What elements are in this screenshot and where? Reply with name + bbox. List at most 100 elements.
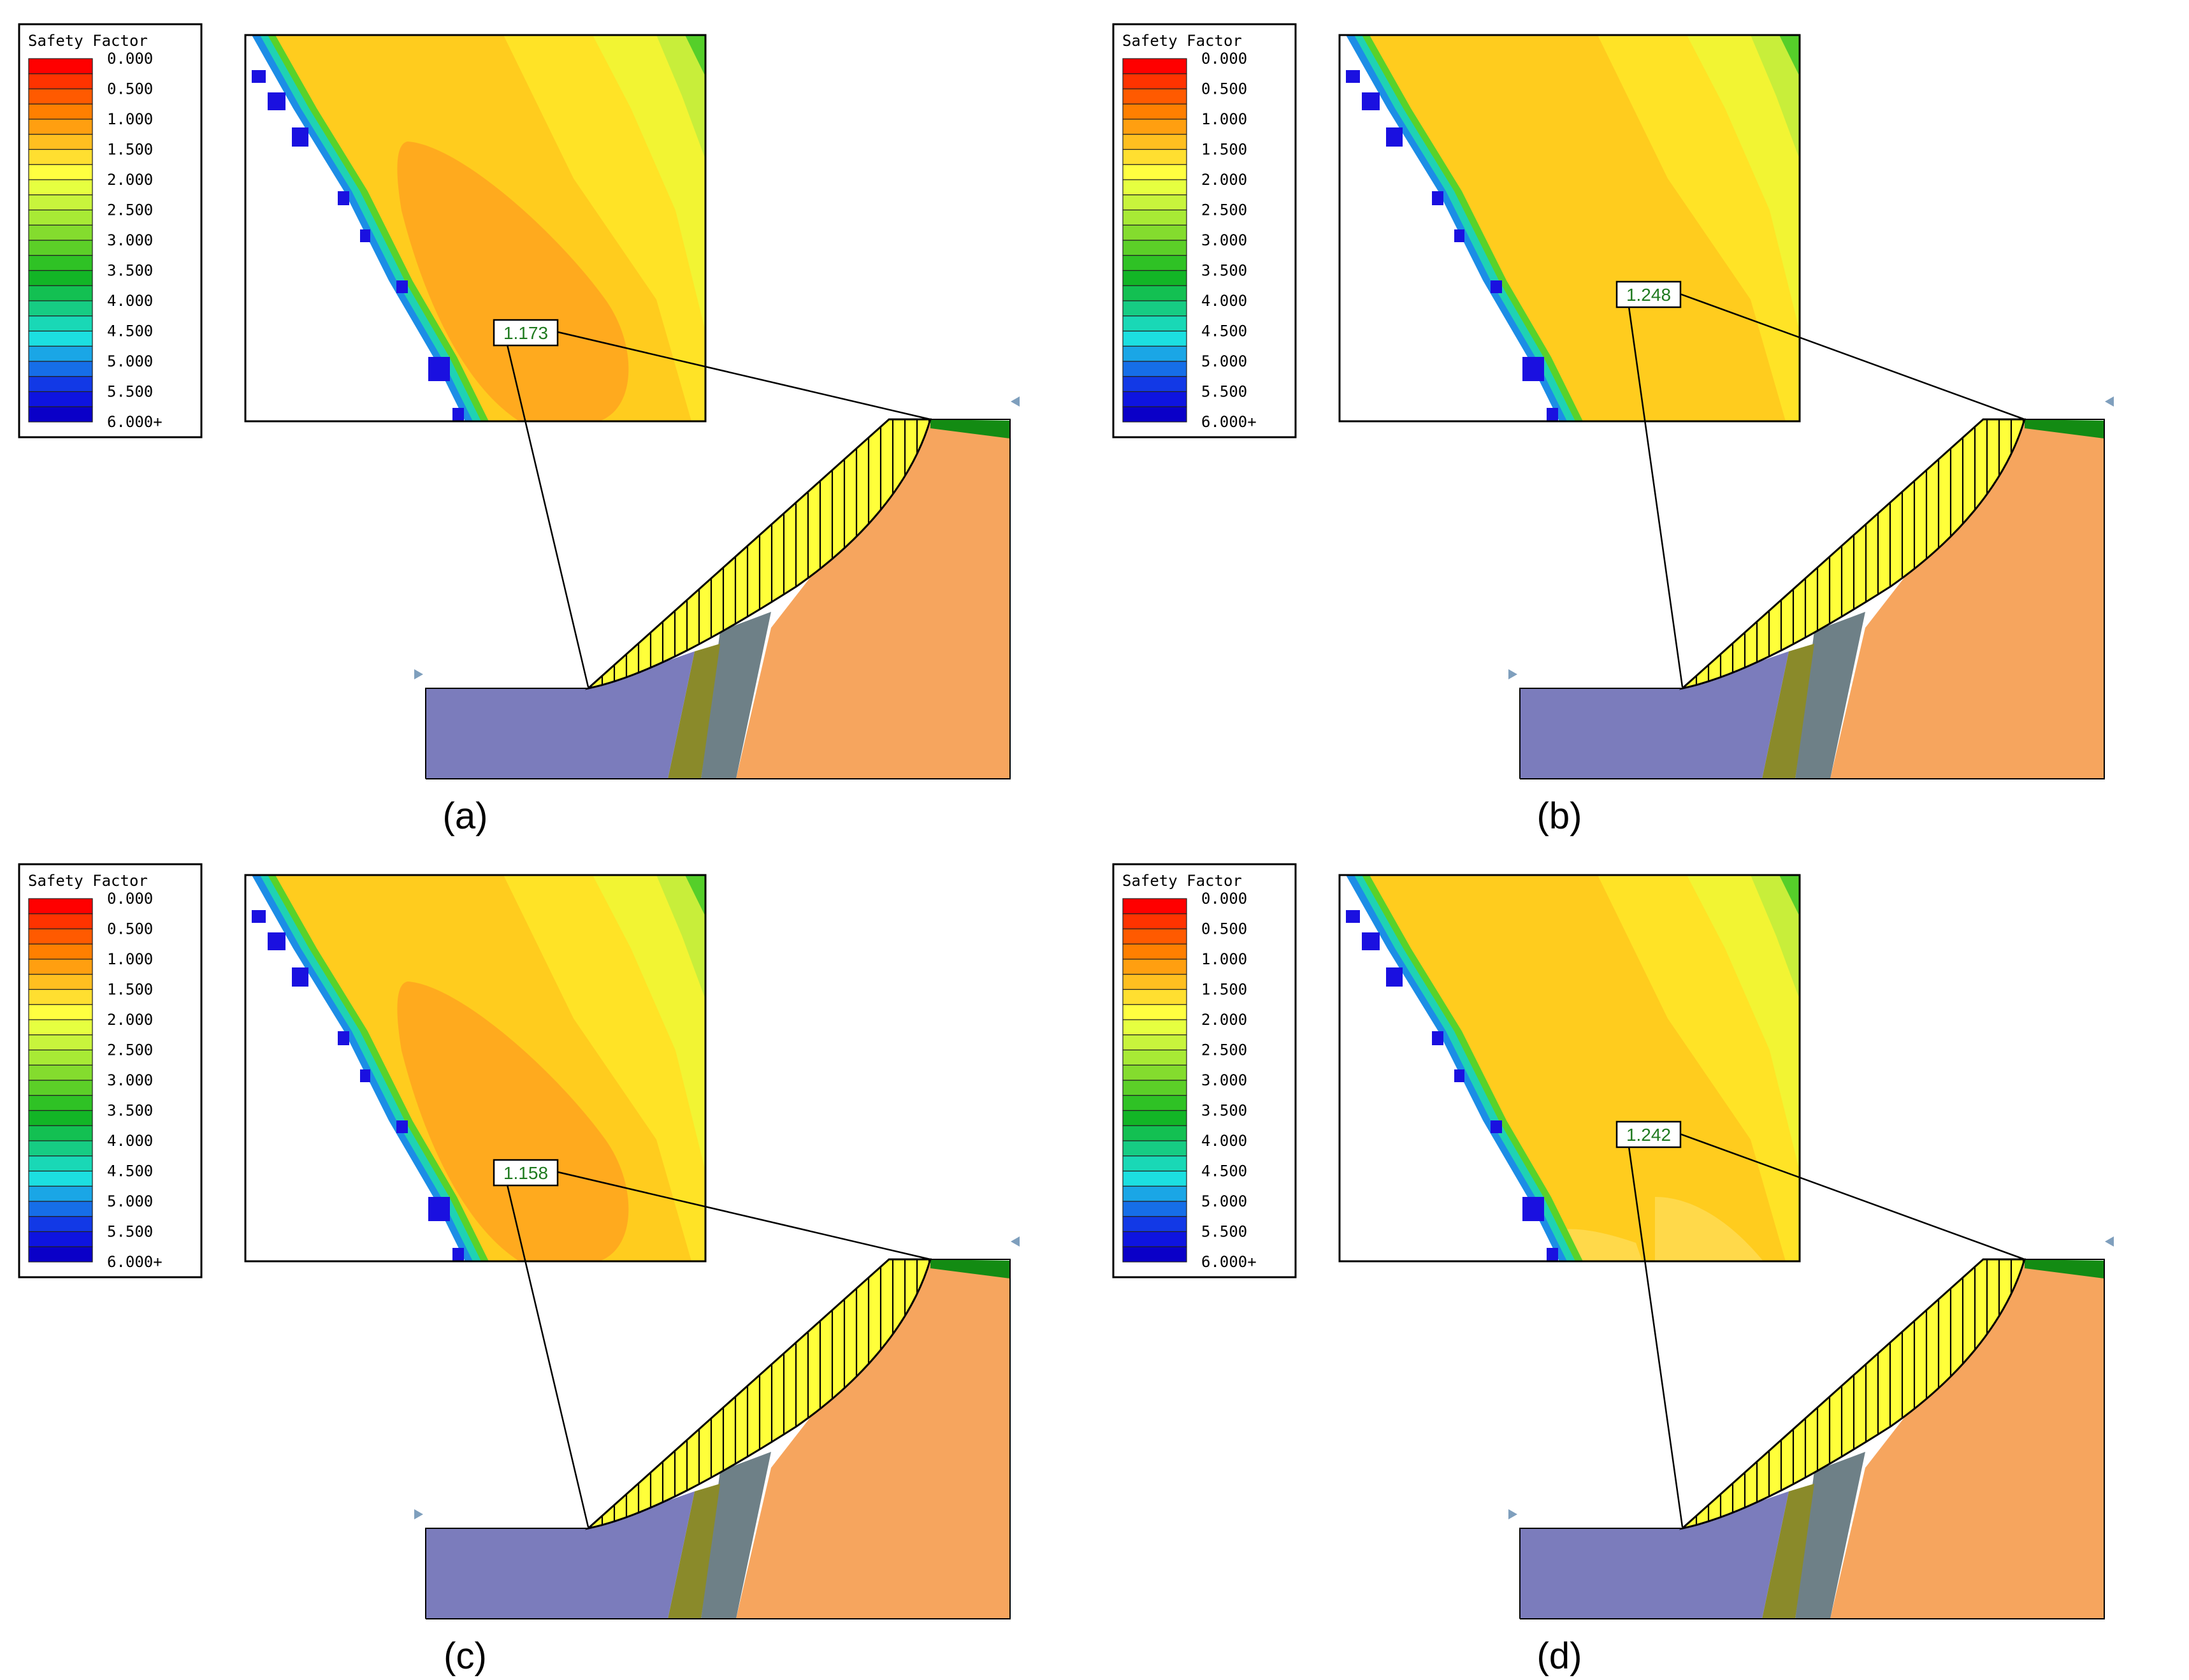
- safety-factor-value: 1.158: [503, 1163, 548, 1183]
- legend-color-band: [1122, 1110, 1187, 1126]
- legend-tick-label: 2.000: [107, 171, 153, 189]
- legend-color-band: [28, 1201, 93, 1217]
- legend-title: Safety Factor: [28, 32, 148, 50]
- legend-color-band: [28, 209, 93, 226]
- leader-line-left: [503, 331, 589, 688]
- legend-color-band: [28, 1019, 93, 1036]
- contour-blue-cell: [396, 1120, 408, 1133]
- contour-blue-cell: [1362, 932, 1380, 950]
- contour-blue-cell: [1362, 92, 1380, 110]
- legend-color-band: [28, 224, 93, 241]
- legend-color-band: [28, 1231, 93, 1247]
- legend-color-band: [1122, 1155, 1187, 1172]
- legend-color-band: [28, 1155, 93, 1172]
- contour-inset: [245, 35, 705, 421]
- safety-factor-label: 1.158: [493, 1159, 559, 1187]
- legend-tick-label: 2.000: [107, 1011, 153, 1029]
- contour-inset: [1340, 875, 1800, 1261]
- legend-color-band: [1122, 943, 1187, 960]
- legend-color-band: [28, 103, 93, 120]
- legend-tick-label: 0.500: [1201, 80, 1247, 98]
- legend-color-band: [28, 898, 93, 915]
- legend-tick-label: 0.000: [107, 50, 153, 68]
- legend-color-band: [1122, 330, 1187, 347]
- legend-color-band: [1122, 1231, 1187, 1247]
- legend-tick-label: 4.500: [1201, 1162, 1247, 1180]
- legend-tick-label: 4.000: [107, 292, 153, 310]
- top-layer-strip: [2025, 419, 2104, 438]
- contour-blue-cell: [268, 92, 285, 110]
- legend-tick-label: 3.000: [107, 231, 153, 249]
- legend-tick-label: 3.500: [1201, 262, 1247, 280]
- contour-blue-cell: [1491, 280, 1502, 293]
- legend-tick-label: 1.500: [107, 981, 153, 999]
- contour-blue-cell: [252, 910, 266, 923]
- safety-factor-label: 1.242: [1615, 1120, 1682, 1148]
- panel-caption: (a): [443, 795, 488, 837]
- legend-color-band: [1122, 1004, 1187, 1020]
- right-support-marker: [1011, 1236, 1020, 1247]
- legend-tick-label: 3.500: [107, 262, 153, 280]
- legend-color-band: [28, 943, 93, 960]
- legend-color-band: [1122, 1185, 1187, 1202]
- legend-tick-label: 5.500: [1201, 383, 1247, 401]
- legend-color-band: [28, 376, 93, 393]
- legend-color-band: [28, 88, 93, 105]
- legend-color-band: [28, 391, 93, 407]
- panel-caption: (d): [1537, 1635, 1582, 1677]
- legend-color-band: [28, 1110, 93, 1126]
- legend-tick-label: 1.500: [1201, 141, 1247, 159]
- safety-factor-label: 1.248: [1615, 280, 1682, 308]
- slope-cross-section: [414, 1236, 1020, 1619]
- left-support-marker: [414, 1509, 423, 1519]
- legend-color-band: [28, 1095, 93, 1112]
- legend-tick-label: 3.000: [107, 1071, 153, 1089]
- legend-color-band: [28, 1185, 93, 1202]
- legend-color-band: [28, 1004, 93, 1020]
- legend-tick-label: 0.500: [107, 80, 153, 98]
- legend-color-band: [28, 73, 93, 90]
- legend-color-band: [28, 988, 93, 1005]
- leader-line-left: [1626, 1133, 1684, 1528]
- legend-tick-label: 0.500: [1201, 920, 1247, 938]
- contour-blue-cell: [428, 357, 450, 381]
- contour-blue-cell: [1522, 357, 1544, 381]
- legend-color-band: [28, 345, 93, 362]
- contour-blue-cell: [292, 127, 308, 147]
- contour-blue-cell: [1346, 910, 1360, 923]
- legend-color-band: [1122, 1019, 1187, 1036]
- panel-caption: (b): [1537, 795, 1582, 837]
- contour-blue-cell: [292, 967, 308, 987]
- legend-color-band: [28, 255, 93, 272]
- legend-color-band: [28, 58, 93, 75]
- legend-color-band: [1122, 103, 1187, 120]
- contour-blue-cell: [338, 191, 349, 205]
- legend-title: Safety Factor: [1122, 32, 1242, 50]
- legend-color-band: [1122, 1095, 1187, 1112]
- legend-color-band: [1122, 1246, 1187, 1263]
- contour-blue-cell: [1454, 229, 1464, 242]
- safety-factor-value: 1.242: [1626, 1125, 1671, 1145]
- leader-line-left: [1626, 293, 1684, 688]
- legend-tick-label: 4.000: [1201, 1132, 1247, 1150]
- contour-blue-cell: [1346, 70, 1360, 83]
- legend-tick-label: 4.500: [107, 322, 153, 340]
- legend-tick-label: 5.000: [1201, 1192, 1247, 1210]
- contour-blue-cell: [1386, 127, 1403, 147]
- contour-inset: [1340, 35, 1800, 421]
- legend-color-band: [1122, 194, 1187, 211]
- legend-color-band: [1122, 240, 1187, 256]
- top-layer-strip: [930, 1259, 1010, 1278]
- legend-color-band: [28, 959, 93, 975]
- legend-color-band: [28, 1216, 93, 1233]
- legend-color-band: [1122, 88, 1187, 105]
- legend-color-band: [28, 1125, 93, 1141]
- contour-blue-cell: [252, 70, 266, 83]
- legend-tick-label: 5.000: [107, 1192, 153, 1210]
- legend-color-band: [28, 164, 93, 180]
- contour-blue-cell: [1547, 1248, 1558, 1261]
- leader-line-right: [1677, 1132, 2025, 1261]
